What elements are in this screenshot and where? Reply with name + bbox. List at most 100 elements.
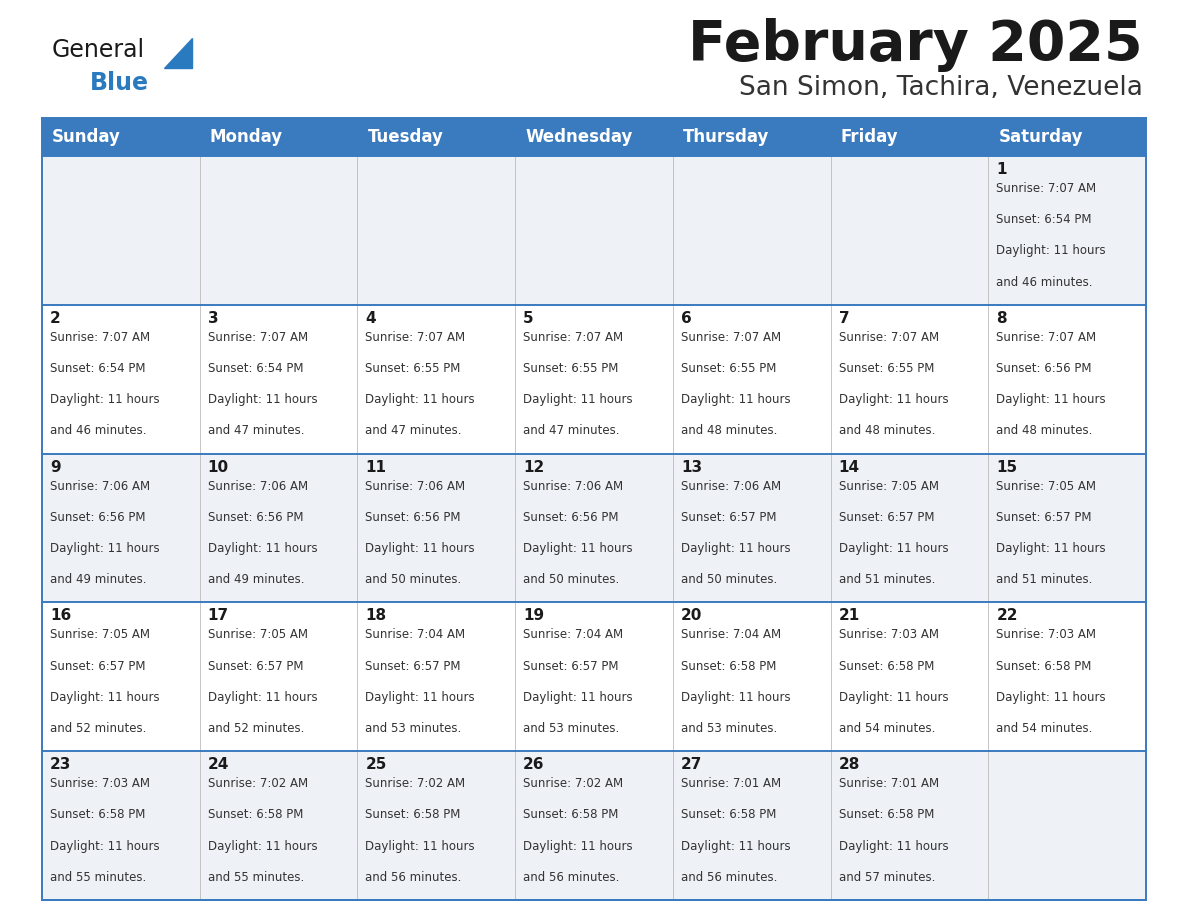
Text: 6: 6 — [681, 311, 691, 326]
Text: 18: 18 — [366, 609, 386, 623]
Text: and 47 minutes.: and 47 minutes. — [366, 424, 462, 437]
Text: Sunrise: 7:03 AM: Sunrise: 7:03 AM — [50, 778, 150, 790]
Text: and 48 minutes.: and 48 minutes. — [997, 424, 1093, 437]
Text: Sunset: 6:56 PM: Sunset: 6:56 PM — [366, 510, 461, 524]
Bar — [42, 118, 1146, 156]
Text: Sunday: Sunday — [52, 128, 121, 146]
Text: Sunset: 6:56 PM: Sunset: 6:56 PM — [208, 510, 303, 524]
Text: Sunset: 6:58 PM: Sunset: 6:58 PM — [839, 660, 934, 673]
Text: Sunrise: 7:06 AM: Sunrise: 7:06 AM — [523, 479, 624, 493]
Text: Daylight: 11 hours: Daylight: 11 hours — [366, 691, 475, 704]
Text: 28: 28 — [839, 757, 860, 772]
Text: and 56 minutes.: and 56 minutes. — [366, 871, 462, 884]
Text: Daylight: 11 hours: Daylight: 11 hours — [50, 393, 159, 406]
Text: and 51 minutes.: and 51 minutes. — [997, 573, 1093, 587]
Text: Sunrise: 7:04 AM: Sunrise: 7:04 AM — [681, 629, 781, 642]
Text: and 56 minutes.: and 56 minutes. — [523, 871, 619, 884]
Text: 4: 4 — [366, 311, 377, 326]
Bar — [42, 602, 1146, 751]
Text: Tuesday: Tuesday — [367, 128, 443, 146]
Text: and 55 minutes.: and 55 minutes. — [50, 871, 146, 884]
Text: Daylight: 11 hours: Daylight: 11 hours — [839, 542, 948, 555]
Text: 11: 11 — [366, 460, 386, 475]
Text: and 50 minutes.: and 50 minutes. — [681, 573, 777, 587]
Text: San Simon, Tachira, Venezuela: San Simon, Tachira, Venezuela — [739, 75, 1143, 101]
Text: Sunset: 6:58 PM: Sunset: 6:58 PM — [681, 660, 776, 673]
Text: Daylight: 11 hours: Daylight: 11 hours — [523, 542, 633, 555]
Text: 24: 24 — [208, 757, 229, 772]
Text: and 57 minutes.: and 57 minutes. — [839, 871, 935, 884]
Text: Daylight: 11 hours: Daylight: 11 hours — [366, 393, 475, 406]
Text: 1: 1 — [997, 162, 1006, 177]
Text: and 48 minutes.: and 48 minutes. — [839, 424, 935, 437]
Text: and 46 minutes.: and 46 minutes. — [997, 275, 1093, 288]
Text: 2: 2 — [50, 311, 61, 326]
Text: Sunrise: 7:04 AM: Sunrise: 7:04 AM — [366, 629, 466, 642]
Text: and 48 minutes.: and 48 minutes. — [681, 424, 777, 437]
Text: Daylight: 11 hours: Daylight: 11 hours — [997, 393, 1106, 406]
Text: and 52 minutes.: and 52 minutes. — [208, 722, 304, 735]
Text: Daylight: 11 hours: Daylight: 11 hours — [208, 691, 317, 704]
Text: Daylight: 11 hours: Daylight: 11 hours — [208, 542, 317, 555]
Text: 16: 16 — [50, 609, 71, 623]
Text: Daylight: 11 hours: Daylight: 11 hours — [523, 840, 633, 853]
Text: 26: 26 — [523, 757, 544, 772]
Text: Daylight: 11 hours: Daylight: 11 hours — [366, 840, 475, 853]
Text: and 54 minutes.: and 54 minutes. — [839, 722, 935, 735]
Text: Sunset: 6:58 PM: Sunset: 6:58 PM — [366, 809, 461, 822]
Text: Sunrise: 7:05 AM: Sunrise: 7:05 AM — [208, 629, 308, 642]
Text: Sunrise: 7:04 AM: Sunrise: 7:04 AM — [523, 629, 624, 642]
Text: Sunrise: 7:02 AM: Sunrise: 7:02 AM — [208, 778, 308, 790]
Text: Sunset: 6:57 PM: Sunset: 6:57 PM — [523, 660, 619, 673]
Text: 7: 7 — [839, 311, 849, 326]
Text: 8: 8 — [997, 311, 1007, 326]
Text: Saturday: Saturday — [998, 128, 1082, 146]
Text: Sunset: 6:58 PM: Sunset: 6:58 PM — [50, 809, 145, 822]
Text: Sunrise: 7:05 AM: Sunrise: 7:05 AM — [839, 479, 939, 493]
Text: Sunset: 6:57 PM: Sunset: 6:57 PM — [681, 510, 776, 524]
Text: Sunset: 6:58 PM: Sunset: 6:58 PM — [839, 809, 934, 822]
Text: 14: 14 — [839, 460, 860, 475]
Text: 20: 20 — [681, 609, 702, 623]
Text: Daylight: 11 hours: Daylight: 11 hours — [366, 542, 475, 555]
Text: Sunset: 6:54 PM: Sunset: 6:54 PM — [50, 362, 145, 375]
Text: Sunrise: 7:06 AM: Sunrise: 7:06 AM — [681, 479, 781, 493]
Text: and 47 minutes.: and 47 minutes. — [208, 424, 304, 437]
Text: Daylight: 11 hours: Daylight: 11 hours — [997, 542, 1106, 555]
Text: Daylight: 11 hours: Daylight: 11 hours — [50, 840, 159, 853]
Text: Daylight: 11 hours: Daylight: 11 hours — [681, 691, 790, 704]
Text: and 47 minutes.: and 47 minutes. — [523, 424, 620, 437]
Text: Sunrise: 7:07 AM: Sunrise: 7:07 AM — [839, 330, 939, 344]
Text: Daylight: 11 hours: Daylight: 11 hours — [681, 542, 790, 555]
Text: Sunset: 6:57 PM: Sunset: 6:57 PM — [208, 660, 303, 673]
Text: 3: 3 — [208, 311, 219, 326]
Text: and 52 minutes.: and 52 minutes. — [50, 722, 146, 735]
Text: Sunrise: 7:07 AM: Sunrise: 7:07 AM — [366, 330, 466, 344]
Text: Thursday: Thursday — [683, 128, 770, 146]
Text: and 54 minutes.: and 54 minutes. — [997, 722, 1093, 735]
Text: Sunrise: 7:02 AM: Sunrise: 7:02 AM — [366, 778, 466, 790]
Text: Sunset: 6:58 PM: Sunset: 6:58 PM — [523, 809, 619, 822]
Bar — [42, 453, 1146, 602]
Text: 23: 23 — [50, 757, 71, 772]
Text: Sunrise: 7:02 AM: Sunrise: 7:02 AM — [523, 778, 624, 790]
Text: 15: 15 — [997, 460, 1017, 475]
Text: 13: 13 — [681, 460, 702, 475]
Text: and 49 minutes.: and 49 minutes. — [50, 573, 146, 587]
Text: Wednesday: Wednesday — [525, 128, 632, 146]
Text: and 49 minutes.: and 49 minutes. — [208, 573, 304, 587]
Text: 25: 25 — [366, 757, 387, 772]
Text: and 55 minutes.: and 55 minutes. — [208, 871, 304, 884]
Bar — [42, 751, 1146, 900]
Text: Sunrise: 7:07 AM: Sunrise: 7:07 AM — [997, 182, 1097, 195]
Text: Daylight: 11 hours: Daylight: 11 hours — [208, 393, 317, 406]
Bar — [42, 156, 1146, 305]
Text: and 50 minutes.: and 50 minutes. — [523, 573, 619, 587]
Text: Daylight: 11 hours: Daylight: 11 hours — [50, 691, 159, 704]
Text: Sunset: 6:58 PM: Sunset: 6:58 PM — [208, 809, 303, 822]
Text: Sunset: 6:55 PM: Sunset: 6:55 PM — [839, 362, 934, 375]
Bar — [42, 305, 1146, 453]
Text: Sunrise: 7:05 AM: Sunrise: 7:05 AM — [997, 479, 1097, 493]
Text: and 51 minutes.: and 51 minutes. — [839, 573, 935, 587]
Text: 9: 9 — [50, 460, 61, 475]
